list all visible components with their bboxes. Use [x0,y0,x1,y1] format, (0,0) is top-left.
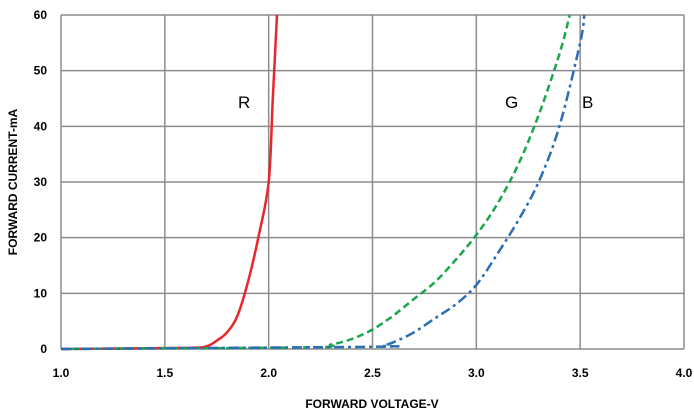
y-tick-label: 10 [34,286,48,300]
x-tick-label: 2.5 [364,366,381,380]
tick-labels: 1.0 1.5 2.0 2.5 3.0 3.5 4.0 0 10 20 30 40 50 60 [34,8,693,380]
series-line-b [60,14,586,351]
grid [60,14,685,350]
y-tick-label: 30 [34,175,48,189]
x-axis-label: FORWARD VOLTAGE-V [305,397,438,411]
y-tick-label: 50 [34,64,48,78]
series-label-b: B [582,93,593,112]
y-axis-label: FORWARD CURRENT-mA [6,108,20,255]
y-tick-label: 60 [34,8,48,22]
x-tick-label: 2.0 [260,366,277,380]
x-tick-label: 4.0 [676,366,693,380]
curves [60,14,586,351]
x-tick-label: 3.5 [572,366,589,380]
series-label-g: G [505,93,518,112]
series-label-r: R [238,93,250,112]
y-tick-label: 0 [40,342,47,356]
x-tick-label: 1.5 [156,366,173,380]
x-tick-label: 1.0 [53,366,70,380]
series-line-g [60,14,572,351]
y-tick-label: 40 [34,119,48,133]
y-tick-label: 20 [34,231,48,245]
x-tick-label: 3.0 [468,366,485,380]
